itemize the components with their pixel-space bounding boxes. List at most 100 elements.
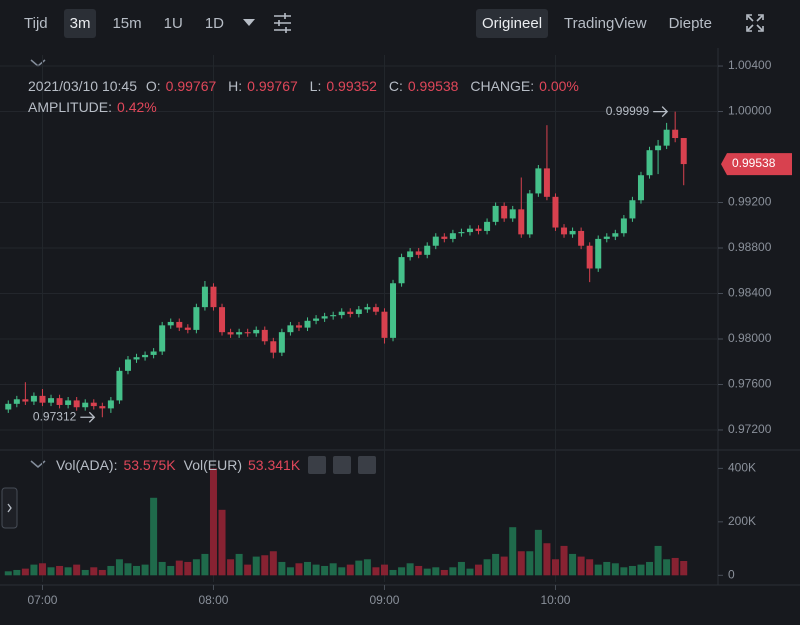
marker-arrow <box>653 106 669 118</box>
candle-body <box>56 398 63 405</box>
volume-bar <box>492 553 500 576</box>
y-tick-label: 0.99200 <box>728 195 772 209</box>
view-tab[interactable]: Origineel <box>476 8 549 38</box>
volume-bar <box>509 527 517 576</box>
legend-value: 0.99538 <box>407 78 459 94</box>
candle-body <box>99 406 106 409</box>
settings-icon[interactable] <box>274 13 291 33</box>
candle-body <box>484 221 491 231</box>
candle-body <box>561 227 568 235</box>
volume-bar <box>543 543 551 576</box>
volume-bar <box>150 497 158 576</box>
volume-bar <box>551 559 559 576</box>
volume-bar <box>423 568 431 576</box>
volume-bar <box>312 564 320 576</box>
candle-body <box>90 402 97 407</box>
close-button[interactable] <box>358 456 377 474</box>
candle-body <box>637 175 644 201</box>
candle-body <box>458 232 465 234</box>
volume-bar <box>483 559 491 576</box>
last-price-label: 0.99538 <box>732 156 776 170</box>
candle-body <box>210 286 217 308</box>
volume-bar <box>346 564 354 576</box>
interval-tab[interactable]: 15m <box>112 14 142 32</box>
volume-bar <box>21 568 29 576</box>
volume-bar <box>517 551 525 576</box>
interval-tab[interactable]: 1U <box>163 14 183 32</box>
volume-bar <box>637 564 645 576</box>
volume-bar <box>141 564 149 576</box>
marker-arrow <box>80 411 96 423</box>
volume-bar <box>363 559 371 576</box>
legend-label: Vol(EUR) <box>183 457 242 473</box>
candle-body <box>432 236 439 246</box>
x-tick-label: 07:00 <box>27 593 57 607</box>
volume-bar <box>227 559 235 576</box>
volume-bar <box>278 561 286 576</box>
volume-bar <box>158 561 166 576</box>
dropdown-icon[interactable] <box>243 19 255 26</box>
marker-label: 0.97312 <box>33 409 77 423</box>
candle-body <box>22 399 29 402</box>
y-tick-label: 0 <box>728 567 735 581</box>
volume-bar <box>81 569 89 576</box>
volume-bar <box>201 553 209 576</box>
candle-body <box>578 230 585 246</box>
candle-body <box>201 286 208 308</box>
volume-bar <box>338 567 346 576</box>
volume-bar <box>432 567 440 576</box>
side-handle[interactable] <box>1 487 18 529</box>
visibility-button[interactable] <box>308 456 327 474</box>
candle-body <box>663 129 670 146</box>
volume-bar <box>252 556 260 576</box>
interval-tab[interactable]: Tijd <box>24 14 48 32</box>
legend-value: 0.99767 <box>165 78 217 94</box>
candle-body <box>295 325 302 328</box>
legend-label: L: <box>309 78 322 94</box>
volume-bar <box>663 559 671 576</box>
settings-button[interactable] <box>333 456 352 474</box>
volume-bar <box>98 569 106 576</box>
volume-bar <box>124 563 132 576</box>
candle-body <box>475 228 482 231</box>
volume-bar <box>620 567 628 576</box>
last-price-tag <box>721 153 792 176</box>
interval-tab[interactable]: 1D <box>204 14 225 32</box>
candle-body <box>227 332 234 335</box>
volume-bar <box>244 564 252 576</box>
volume-bar <box>115 559 123 576</box>
candle-body <box>287 325 294 333</box>
candle-body <box>526 193 533 235</box>
candle-body <box>236 332 243 335</box>
legend-value: 0.99352 <box>326 78 377 94</box>
candle-body <box>672 129 679 139</box>
volume-bar <box>671 557 679 576</box>
candle-body <box>150 351 157 355</box>
volume-bar <box>526 551 534 576</box>
volume-bar <box>4 571 12 576</box>
volume-bar <box>218 509 226 576</box>
candle-body <box>509 209 516 219</box>
candle-body <box>82 402 89 408</box>
volume-bar <box>594 564 602 576</box>
legend-label: CHANGE: <box>470 78 535 94</box>
volume-bar <box>286 567 294 576</box>
volume-bar <box>209 468 217 576</box>
interval-tab[interactable]: 3m <box>63 8 97 38</box>
candle-body <box>176 321 183 328</box>
view-tab[interactable]: Diepte <box>668 14 712 32</box>
candle-body <box>107 400 114 409</box>
candle-body <box>73 400 80 408</box>
volume-bar <box>466 568 474 576</box>
fullscreen-icon[interactable] <box>746 14 764 32</box>
candle-body <box>355 309 362 314</box>
y-tick-label: 1.00000 <box>728 104 772 118</box>
volume-legend: Vol(ADA): 53.575K Vol(EUR) 53.341K <box>56 455 383 475</box>
candle-body <box>535 168 542 194</box>
candle-body <box>270 341 277 353</box>
legend-label: Vol(ADA): <box>56 457 118 473</box>
y-tick-label: 0.97600 <box>728 377 772 391</box>
legend-label: C: <box>388 78 403 94</box>
view-tab[interactable]: TradingView <box>564 14 647 32</box>
